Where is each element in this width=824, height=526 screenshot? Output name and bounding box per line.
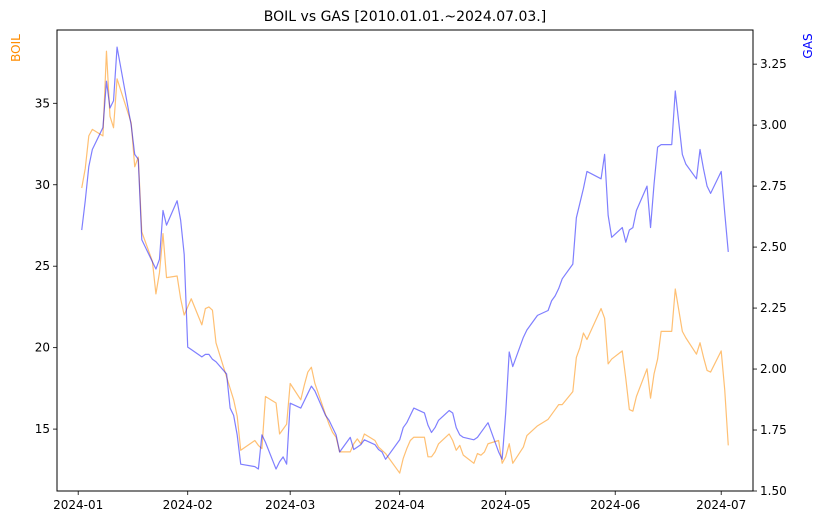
- x-tick-label: 2024-07: [696, 498, 746, 512]
- x-tick-label: 2024-02: [163, 498, 213, 512]
- series-line-boil: [81, 50, 729, 474]
- right-y-tick-label: 2.75: [760, 179, 787, 193]
- left-y-tick-label: 30: [35, 178, 50, 192]
- left-y-tick-label: 20: [35, 341, 50, 355]
- right-y-tick-label: 2.00: [760, 362, 787, 376]
- right-y-tick-label: 3.25: [760, 57, 787, 71]
- left-y-axis: 15 20 25 30 35: [35, 96, 57, 436]
- x-tick-label: 2024-03: [265, 498, 315, 512]
- right-y-tick-label: 1.75: [760, 423, 787, 437]
- x-tick-label: 2024-06: [590, 498, 640, 512]
- right-y-tick-label: 3.00: [760, 118, 787, 132]
- plot-frame: [56, 29, 754, 492]
- right-y-tick-label: 2.25: [760, 301, 787, 315]
- x-tick-label: 2024-05: [481, 498, 531, 512]
- left-y-tick-label: 15: [35, 422, 50, 436]
- series-layer: [81, 46, 729, 474]
- left-axis-title: BOIL: [9, 34, 23, 62]
- left-y-tick-label: 35: [35, 96, 50, 110]
- x-tick-label: 2024-01: [53, 498, 103, 512]
- right-y-axis: 1.50 1.75 2.00 2.25 2.50 2.75 3.00 3.25: [753, 57, 787, 498]
- chart-title: BOIL vs GAS [2010.01.01.~2024.07.03.]: [264, 9, 546, 25]
- x-tick-label: 2024-04: [375, 498, 425, 512]
- x-axis: 2024-01 2024-02 2024-03 2024-04 2024-05 2024-…: [53, 491, 746, 512]
- right-y-tick-label: 2.50: [760, 240, 787, 254]
- right-axis-title: GAS: [801, 33, 815, 58]
- right-y-tick-label: 1.50: [760, 484, 787, 498]
- series-line-gas: [81, 46, 729, 470]
- left-y-tick-label: 25: [35, 259, 50, 273]
